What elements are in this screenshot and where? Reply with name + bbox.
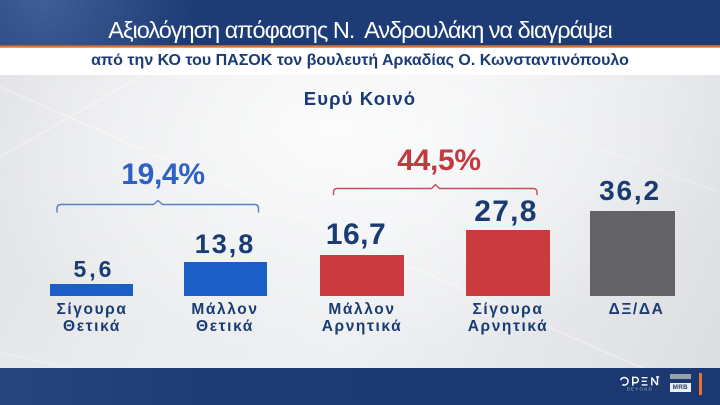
- svg-text:BEYOND: BEYOND: [627, 386, 653, 391]
